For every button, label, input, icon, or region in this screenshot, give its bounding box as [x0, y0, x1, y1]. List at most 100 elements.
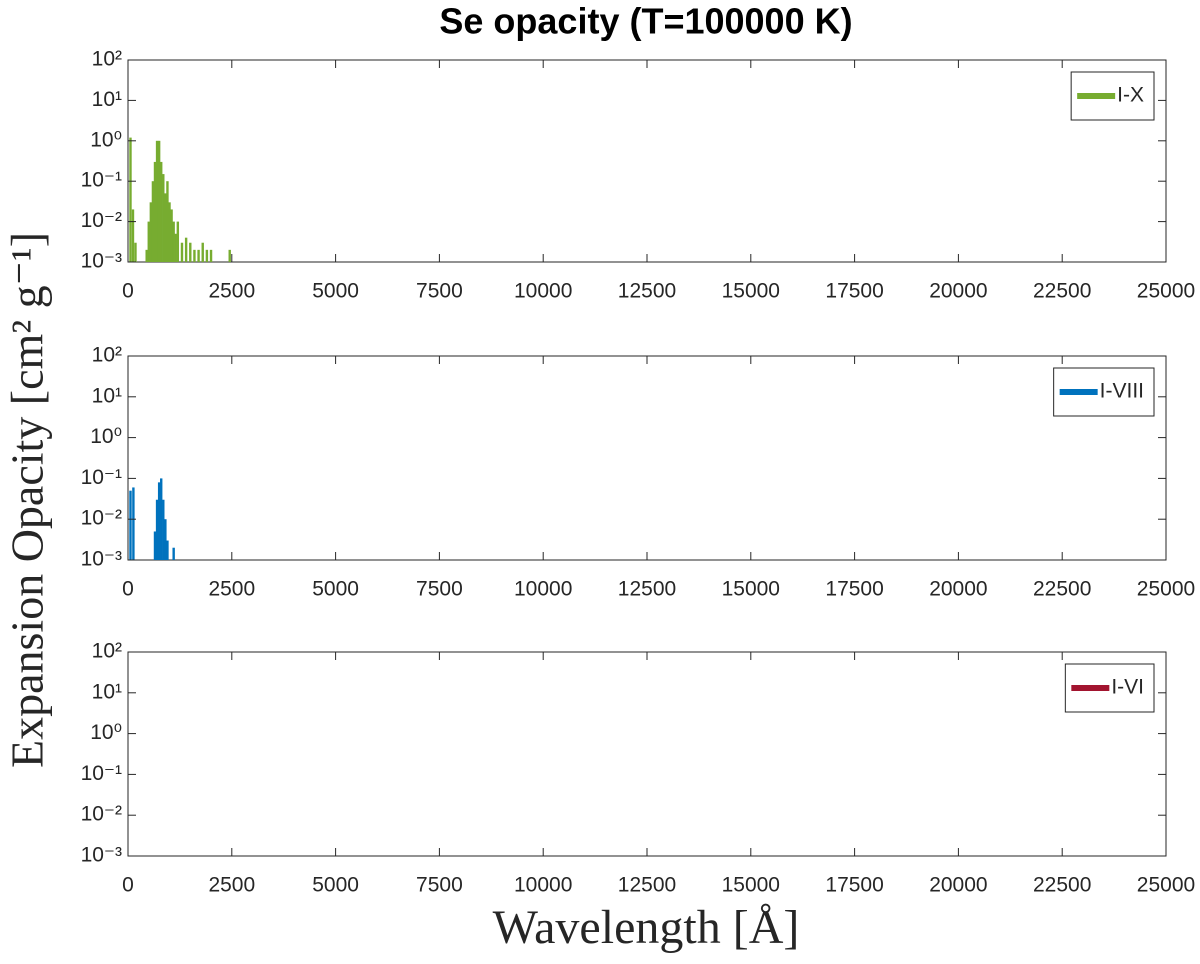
y-tick-label: 10⁰	[90, 721, 122, 744]
x-tick-label: 20000	[929, 280, 987, 303]
x-axis-label: Wavelength [Å]	[493, 901, 800, 954]
x-tick-label: 12500	[618, 578, 676, 601]
y-tick-label: 10⁻¹	[81, 762, 122, 785]
bar	[166, 540, 169, 560]
bar	[172, 547, 175, 560]
bar	[164, 193, 167, 262]
x-tick-label: 5000	[312, 578, 359, 601]
bar	[147, 221, 150, 262]
y-tick-label: 10⁰	[90, 425, 122, 448]
bar	[157, 140, 161, 262]
bar	[134, 242, 137, 262]
y-tick-label: 10⁻²	[81, 803, 122, 826]
panel: 0 2500 5000 7500 10000 12500 15000 17500 20000 22…	[81, 344, 1196, 601]
bar	[132, 487, 135, 560]
x-tick-label: 10000	[514, 874, 572, 897]
x-tick-label: 20000	[929, 874, 987, 897]
bar	[189, 242, 192, 262]
bar	[151, 181, 155, 262]
y-tick-label: 10⁻³	[81, 844, 122, 867]
legend: I-VI	[1064, 663, 1155, 713]
x-tick-label: 12500	[618, 280, 676, 303]
bar	[157, 482, 161, 560]
panel: 0 2500 5000 7500 10000 12500 15000 17500 20000 22…	[81, 48, 1196, 303]
x-tick-label: 5000	[312, 874, 359, 897]
legend-label: I-VI	[1111, 676, 1144, 699]
y-tick-label: 10¹	[92, 680, 122, 703]
x-tick-label: 5000	[312, 280, 359, 303]
bar	[164, 519, 167, 560]
y-tick-label: 10⁻¹	[81, 466, 122, 489]
bar	[160, 478, 163, 560]
x-tick-label: 10000	[514, 280, 572, 303]
plot-area	[127, 59, 1167, 263]
x-tick-label: 25000	[1137, 578, 1195, 601]
bar	[180, 242, 184, 262]
bar	[162, 499, 165, 560]
legend-label: I-VIII	[1100, 380, 1144, 403]
x-tick-label: 2500	[208, 280, 255, 303]
y-tick-label: 10²	[92, 640, 122, 663]
x-tick-label: 7500	[416, 874, 463, 897]
bar	[205, 249, 209, 262]
x-tick-label: 15000	[722, 874, 780, 897]
y-tick-label: 10¹	[92, 384, 122, 407]
y-tick-label: 10⁰	[90, 128, 122, 151]
x-tick-label: 0	[122, 280, 134, 303]
y-axis-label: Expansion Opacity [cm² g⁻¹]	[2, 232, 53, 768]
x-tick-label: 17500	[825, 874, 883, 897]
bar	[162, 174, 165, 262]
bar	[170, 209, 173, 262]
bar	[129, 137, 132, 262]
plot-area	[127, 355, 1167, 561]
y-tick-label: 10¹	[92, 88, 122, 111]
bar	[209, 249, 213, 262]
bar	[153, 531, 157, 560]
bar	[155, 499, 159, 560]
bar	[174, 233, 177, 262]
bar	[168, 202, 171, 262]
y-tick-label: 10²	[92, 48, 122, 71]
legend-label: I-X	[1117, 84, 1144, 107]
x-tick-label: 22500	[1033, 578, 1091, 601]
bar	[184, 237, 188, 262]
bar	[129, 490, 132, 560]
bar	[193, 249, 196, 262]
x-tick-label: 7500	[416, 578, 463, 601]
x-tick-label: 0	[122, 874, 134, 897]
bar	[201, 242, 204, 262]
x-tick-label: 2500	[208, 578, 255, 601]
x-tick-label: 15000	[722, 280, 780, 303]
bar	[160, 161, 163, 262]
x-tick-label: 17500	[825, 578, 883, 601]
x-tick-label: 10000	[514, 578, 572, 601]
x-tick-label: 25000	[1137, 280, 1195, 303]
y-tick-label: 10⁻²	[81, 209, 122, 232]
bar	[145, 249, 148, 262]
bar	[197, 249, 200, 262]
y-tick-label: 10⁻²	[81, 507, 122, 530]
y-tick-label: 10⁻³	[81, 548, 122, 571]
x-tick-label: 22500	[1033, 874, 1091, 897]
x-tick-label: 12500	[618, 874, 676, 897]
x-tick-label: 7500	[416, 280, 463, 303]
bar	[131, 209, 135, 262]
bar	[153, 161, 157, 262]
panel: 0 2500 5000 7500 10000 12500 15000 17500 20000 22…	[81, 640, 1196, 897]
bar	[172, 221, 175, 262]
x-tick-label: 2500	[208, 874, 255, 897]
x-tick-label: 17500	[825, 280, 883, 303]
figure-title: Se opacity (T=100000 K)	[439, 1, 852, 42]
legend: I-X	[1070, 71, 1155, 121]
bar	[228, 249, 231, 262]
x-tick-label: 15000	[722, 578, 780, 601]
bar	[155, 140, 159, 262]
bar	[166, 181, 169, 262]
x-tick-label: 25000	[1137, 874, 1195, 897]
y-tick-label: 10⁻¹	[81, 169, 122, 192]
bar	[149, 202, 153, 262]
y-tick-label: 10⁻³	[81, 250, 122, 273]
bar	[176, 221, 180, 262]
legend: I-VIII	[1053, 367, 1155, 417]
